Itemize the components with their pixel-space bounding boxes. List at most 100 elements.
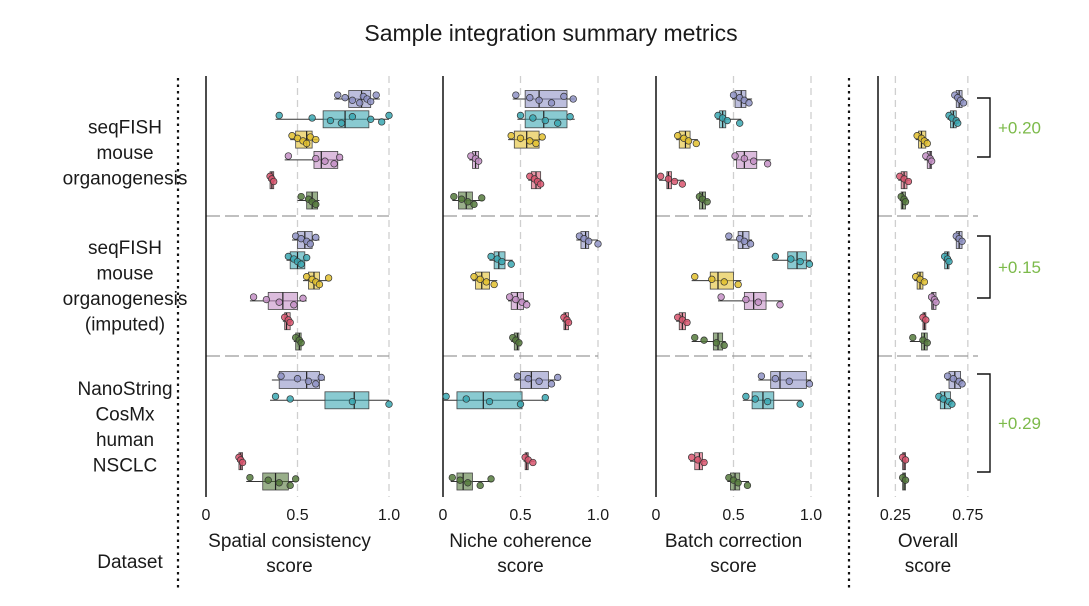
data-point bbox=[787, 255, 795, 263]
data-point bbox=[312, 380, 320, 388]
data-point bbox=[293, 375, 302, 383]
data-point bbox=[262, 295, 271, 304]
x-tick-label: 0 bbox=[439, 507, 448, 524]
data-point bbox=[321, 157, 329, 165]
x-axis-title: score bbox=[710, 556, 756, 577]
x-tick-label: 0.75 bbox=[952, 507, 983, 524]
x-axis-title: score bbox=[266, 556, 312, 577]
data-point bbox=[757, 372, 766, 380]
data-point bbox=[303, 254, 311, 262]
data-point bbox=[720, 341, 728, 350]
data-point bbox=[923, 339, 931, 347]
data-point bbox=[356, 99, 364, 107]
data-point bbox=[932, 298, 940, 306]
data-point bbox=[927, 157, 936, 165]
data-point bbox=[564, 318, 573, 327]
data-point bbox=[475, 157, 483, 165]
data-point bbox=[532, 139, 540, 148]
data-point bbox=[725, 232, 733, 240]
data-point bbox=[763, 397, 772, 406]
data-point bbox=[516, 111, 525, 120]
data-point bbox=[684, 137, 693, 145]
metric-panel: 0 0.5 1.0 Spatial consistency score bbox=[202, 76, 400, 577]
data-point bbox=[700, 336, 708, 344]
dataset-labels: seqFISH mouse organogenesis seqFISH mouse org… bbox=[63, 118, 188, 477]
data-point bbox=[507, 260, 515, 268]
data-point bbox=[541, 394, 549, 402]
data-point bbox=[464, 479, 472, 487]
data-point bbox=[456, 476, 464, 484]
data-point bbox=[538, 133, 546, 141]
data-point bbox=[372, 91, 380, 99]
data-point bbox=[348, 113, 357, 121]
data-point bbox=[303, 139, 311, 148]
metric-panel: 0.25 0.75 Overall score bbox=[877, 76, 984, 577]
data-point bbox=[742, 392, 750, 401]
data-point bbox=[692, 139, 700, 148]
data-point bbox=[367, 115, 375, 123]
data-point bbox=[512, 91, 520, 99]
x-axis-title: Batch correction bbox=[665, 531, 802, 552]
dataset-label-line: organogenesis bbox=[63, 289, 188, 310]
data-point bbox=[537, 180, 545, 188]
data-point bbox=[464, 198, 472, 206]
data-point bbox=[507, 132, 515, 140]
data-point bbox=[275, 111, 283, 120]
data-point bbox=[678, 180, 686, 188]
data-point bbox=[284, 152, 293, 160]
data-point bbox=[512, 295, 520, 304]
data-point bbox=[292, 475, 300, 483]
dataset-label-line: CosMx bbox=[95, 404, 155, 425]
dataset-label-line: human bbox=[96, 430, 154, 451]
x-tick-label: 0.5 bbox=[286, 507, 308, 524]
data-point bbox=[541, 116, 549, 125]
data-point bbox=[694, 456, 702, 464]
x-axis-title: score bbox=[497, 556, 543, 577]
data-point bbox=[337, 119, 346, 127]
data-point bbox=[959, 99, 968, 107]
box-iqr bbox=[324, 391, 370, 410]
data-point bbox=[754, 298, 762, 306]
data-point bbox=[776, 301, 784, 309]
data-point bbox=[535, 377, 543, 385]
improvement-bracket bbox=[977, 373, 991, 473]
data-point bbox=[490, 280, 498, 289]
data-point bbox=[751, 395, 759, 403]
data-point bbox=[485, 397, 494, 406]
metric-panels: 0 0.5 1.0 Spatial consistency score 0 0.5 1.0 Ni… bbox=[202, 76, 984, 577]
improvement-bracket bbox=[977, 97, 991, 158]
data-point bbox=[312, 233, 320, 242]
data-point bbox=[448, 473, 456, 482]
data-point bbox=[708, 275, 716, 283]
data-point bbox=[729, 91, 738, 99]
data-point bbox=[297, 192, 305, 201]
data-point bbox=[335, 153, 344, 161]
data-point bbox=[771, 252, 779, 261]
dataset-label-line: (imputed) bbox=[85, 314, 165, 335]
data-point bbox=[688, 453, 696, 461]
data-point bbox=[771, 375, 779, 383]
data-point bbox=[270, 177, 278, 186]
data-point bbox=[348, 397, 357, 406]
data-point bbox=[341, 94, 349, 102]
data-point bbox=[594, 240, 602, 248]
x-axis-title: Niche coherence bbox=[449, 531, 592, 552]
data-point bbox=[731, 152, 739, 160]
data-point bbox=[535, 96, 543, 104]
data-point bbox=[904, 177, 913, 186]
data-point bbox=[712, 339, 721, 347]
improvement-bracket bbox=[977, 235, 991, 299]
data-point bbox=[664, 175, 673, 183]
improvement-label: +0.29 bbox=[998, 414, 1041, 433]
data-point bbox=[746, 240, 755, 248]
data-point bbox=[498, 257, 506, 266]
data-point bbox=[796, 257, 804, 266]
data-point bbox=[901, 476, 910, 484]
data-point bbox=[674, 132, 682, 140]
data-point bbox=[703, 198, 711, 206]
data-point bbox=[745, 99, 753, 107]
dataset-label-line: seqFISH bbox=[88, 118, 162, 139]
data-point bbox=[478, 194, 486, 202]
data-point bbox=[523, 301, 531, 309]
